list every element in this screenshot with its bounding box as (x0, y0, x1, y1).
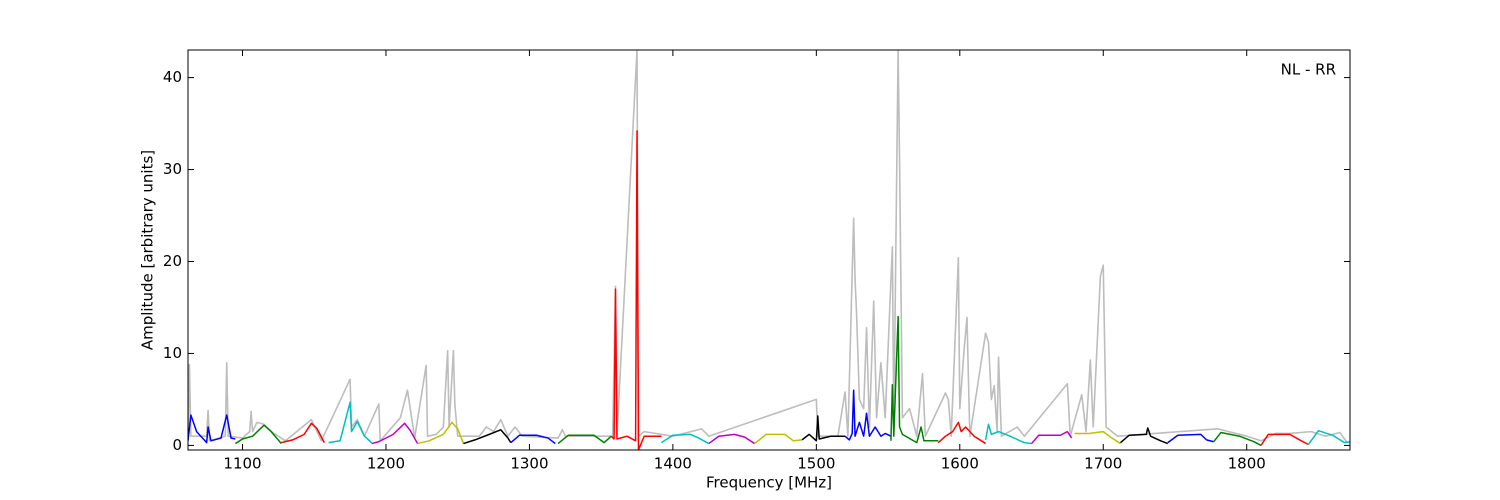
spectrum-line (661, 433, 710, 445)
spectrum-line (234, 424, 282, 445)
spectrum-line (754, 433, 803, 445)
spectrum-line (984, 423, 1032, 445)
x-tick-label: 1600 (941, 455, 979, 473)
x-tick-label: 1800 (1228, 455, 1266, 473)
spectrum-line (328, 401, 373, 444)
spectrum-line (1260, 433, 1309, 446)
y-tick-label: 0 (172, 436, 182, 454)
spectrum-line (1213, 431, 1262, 447)
spectrum-line (844, 389, 892, 441)
spectrum-line (1307, 429, 1350, 445)
x-tick-label: 1500 (797, 455, 835, 473)
spectrum-line (417, 421, 465, 445)
spectrum-line (708, 433, 756, 445)
spectrum-line (801, 415, 846, 442)
spectrum-line (1074, 430, 1121, 445)
spectrum-line (371, 422, 419, 445)
spectrum-line (188, 50, 1348, 444)
plot-frame (187, 49, 1351, 451)
spectrum-line (1030, 430, 1073, 445)
y-tick-label: 20 (163, 252, 182, 270)
x-tick-label: 1400 (654, 455, 692, 473)
spectrum-line (510, 434, 556, 445)
spectrum-line (890, 315, 939, 444)
y-tick-label: 40 (163, 68, 182, 86)
annotation: NL - RR (1281, 61, 1336, 79)
spectrum-line (937, 421, 987, 445)
x-axis-label: Frequency [MHz] (706, 474, 832, 492)
x-tick-label: 1300 (510, 455, 548, 473)
x-tick-label: 1100 (223, 455, 261, 473)
x-tick-label: 1700 (1084, 455, 1122, 473)
x-tick-label: 1200 (367, 455, 405, 473)
spectrum-line (281, 422, 325, 444)
y-axis-label: Amplitude [arbitrary units] (139, 150, 157, 350)
spectrum-line (1167, 433, 1214, 444)
spectrum-line (557, 434, 612, 445)
y-tick-label: 10 (163, 344, 182, 362)
spectrum-line (188, 414, 236, 444)
y-tick-label: 30 (163, 160, 182, 178)
spectrum-line (1119, 427, 1169, 445)
spectrum-line (610, 130, 662, 450)
spectrum-line (463, 429, 512, 445)
